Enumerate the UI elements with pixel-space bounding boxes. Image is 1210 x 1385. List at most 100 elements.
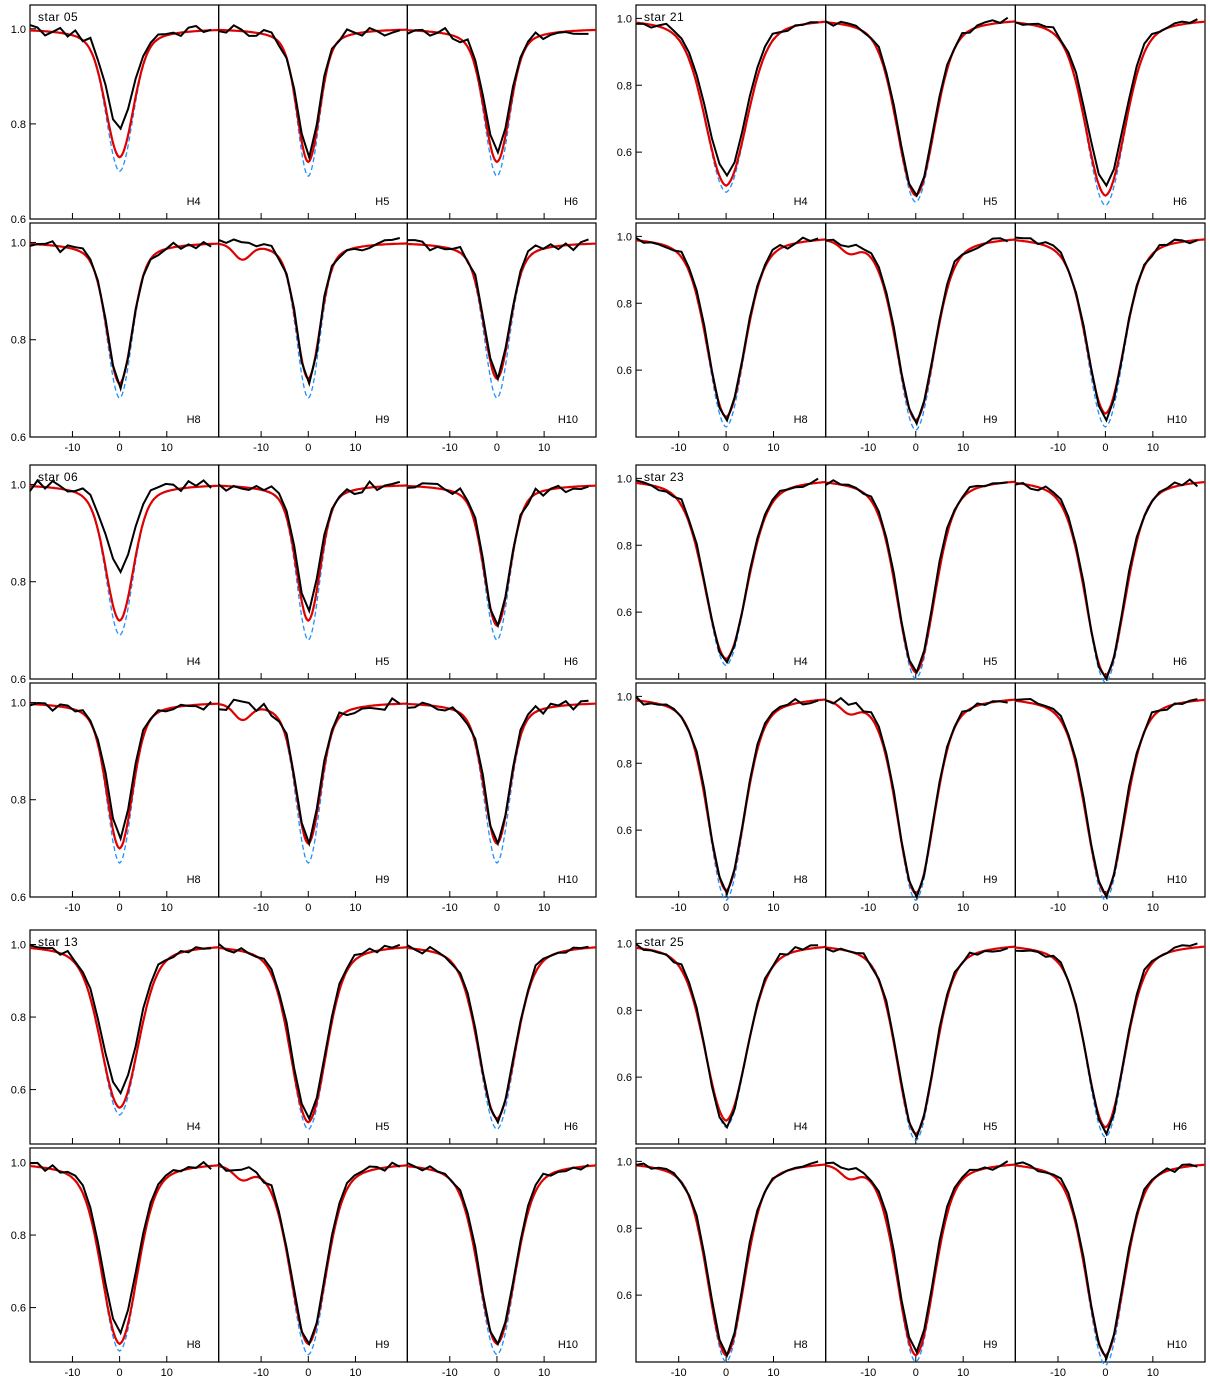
model-line [825,698,1016,896]
panel-frame [825,464,1016,680]
line-panel: H9 [825,682,1016,902]
x-tick-label: -10 [442,442,458,454]
model-alt-line [407,1164,597,1356]
x-tick-label: 0 [305,442,311,454]
line-label: H10 [558,874,578,886]
panel-row: 0.6 0.8 1.0 H8 H9 H10 -10 0 10 -10 0 10 -10 0 10 [617,1147,1206,1379]
observed-line [1014,18,1198,188]
line-label: H8 [187,414,201,426]
line-label: H6 [564,196,578,208]
model-alt-line [825,20,1016,204]
line-panel: H5 [218,4,408,220]
line-label: H4 [187,196,201,208]
y-tick-label: 0.8 [617,1223,632,1235]
observed-line [407,699,589,847]
observed-line [29,24,212,131]
model-line [407,946,597,1120]
line-label: H10 [1167,874,1187,886]
line-label: H9 [983,874,997,886]
panel-frame [1014,682,1206,898]
model-alt-line [29,946,219,1116]
x-tick-label: -10 [860,902,876,914]
x-tick-label: -10 [64,1367,80,1379]
star-title: star 13 [38,935,78,949]
model-alt-line [218,946,408,1131]
y-tick-label: 0.8 [11,119,26,131]
panel-frame [406,682,597,898]
observed-line [406,944,589,1125]
observed-line [29,944,212,1096]
line-panel: H8 [29,222,220,438]
y-tick-label: 0.8 [11,577,26,589]
line-panel: H10 [1014,1147,1206,1367]
observed-line [218,943,401,1122]
observed-line [407,238,589,382]
observed-line [635,477,819,665]
x-tick-label: -10 [253,902,269,914]
model-alt-line [407,29,596,178]
observed-line [825,237,1009,427]
model-line [1015,238,1206,415]
observed-line [29,478,212,575]
line-panel: H8 [635,222,827,438]
model-alt-line [1015,699,1206,902]
line-label: H6 [1173,196,1187,208]
line-label: H9 [375,1339,389,1351]
model-alt-line [825,238,1016,432]
panel-frame [406,929,597,1145]
line-label: H9 [983,414,997,426]
panel-frame [635,682,827,898]
model-alt-line [825,945,1016,1142]
model-line [29,242,219,385]
line-panel: H4 [635,4,827,220]
line-panel: H5 [825,929,1016,1145]
star-title: star 21 [644,10,684,24]
line-panel: H6 [1014,464,1206,684]
x-tick-label: 0 [1102,442,1108,454]
x-tick-label: -10 [1050,1367,1066,1379]
panel-frame [635,464,827,680]
panel-row: 0.6 0.8 1.0 H8 H9 H10 -10 0 10 -10 0 10 -10 0 10 [11,1147,597,1379]
x-tick-label: 0 [494,1367,500,1379]
y-tick-label: 0.6 [617,1072,632,1084]
panel-frame [218,682,408,898]
observed-line [1015,697,1198,900]
model-alt-line [635,238,826,428]
x-tick-label: 0 [1102,1367,1108,1379]
panel-row: 0.6 0.8 1.0 H4 H5 H6 [11,4,597,226]
x-tick-label: 10 [161,442,173,454]
model-line [29,28,219,159]
panel-frame [825,929,1016,1145]
y-tick-label: 1.0 [11,24,26,36]
line-label: H6 [564,1121,578,1133]
star-block: 0.6 0.8 1.0 H4 H5 H6 0.6 0.8 1.0 H8 H9 H10 -10 0 10 -10… [617,4,1206,454]
x-tick-label: 10 [767,1367,779,1379]
x-tick-label: -10 [253,1367,269,1379]
line-label: H6 [564,656,578,668]
panel-frame [406,222,597,438]
observed-line [635,21,819,178]
panel-frame [218,222,408,438]
star-title: star 25 [644,935,684,949]
line-label: H4 [187,1121,201,1133]
model-line [635,698,826,892]
model-alt-line [825,480,1016,680]
x-tick-label: -10 [1050,442,1066,454]
observed-line [825,479,1008,675]
line-label: H8 [187,1339,201,1351]
y-tick-label: 1.0 [617,938,632,950]
panel-row: 0.6 0.8 1.0 H8 H9 H10 -10 0 10 -10 0 10 -10 0 10 [617,222,1206,454]
model-line [825,20,1016,197]
line-label: H5 [983,656,997,668]
line-label: H10 [558,1339,578,1351]
panel-frame [1014,464,1206,680]
panel-frame [29,4,220,220]
observed-line [406,26,589,156]
observed-line [825,696,1008,900]
y-tick-label: 1.0 [617,13,632,25]
x-tick-label: 10 [538,902,550,914]
line-panel: H8 [29,682,220,898]
model-line [30,484,219,622]
model-line [407,1164,597,1346]
line-panel: H9 [218,222,408,438]
